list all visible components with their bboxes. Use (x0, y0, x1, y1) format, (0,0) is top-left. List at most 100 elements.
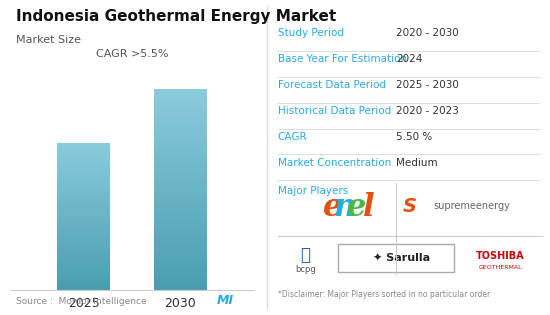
Text: ✦ Sarulla: ✦ Sarulla (373, 253, 431, 263)
Text: bcpg: bcpg (295, 265, 316, 274)
Text: MI: MI (217, 294, 234, 307)
Bar (57, 154, 110, 157)
Bar (57, 190, 110, 192)
Text: Historical Data Period: Historical Data Period (278, 106, 391, 116)
Text: GEOTHERMAL: GEOTHERMAL (478, 265, 522, 270)
Bar (57, 222, 110, 225)
Bar (154, 157, 207, 161)
Text: Study Period: Study Period (278, 28, 344, 38)
Bar (57, 225, 110, 228)
Text: 2025 - 2030: 2025 - 2030 (396, 80, 459, 90)
Text: Forecast Data Period: Forecast Data Period (278, 80, 386, 90)
Bar (57, 192, 110, 196)
Bar (154, 234, 207, 238)
Bar (57, 272, 110, 275)
Bar (57, 257, 110, 260)
Bar (154, 141, 207, 145)
Bar (57, 246, 110, 249)
Bar (154, 93, 207, 97)
Bar (57, 178, 110, 181)
Bar (154, 101, 207, 105)
Bar (57, 152, 110, 154)
Bar (154, 125, 207, 129)
Bar (154, 282, 207, 286)
Bar (154, 214, 207, 217)
Bar (57, 196, 110, 198)
Bar (57, 142, 110, 146)
Bar (57, 266, 110, 269)
Text: Market Concentration: Market Concentration (278, 158, 391, 168)
Bar (57, 249, 110, 251)
Bar (57, 181, 110, 184)
Bar (154, 165, 207, 169)
Bar (57, 275, 110, 278)
Bar (57, 163, 110, 166)
Bar (57, 237, 110, 240)
Text: 2020 - 2023: 2020 - 2023 (396, 106, 459, 116)
Bar (154, 262, 207, 266)
FancyBboxPatch shape (338, 244, 454, 272)
Bar (57, 287, 110, 290)
Bar (154, 193, 207, 198)
Bar (154, 177, 207, 181)
Bar (154, 202, 207, 205)
Bar (154, 242, 207, 246)
Bar (57, 187, 110, 190)
Bar (154, 173, 207, 177)
Bar (154, 278, 207, 282)
Text: 2024: 2024 (396, 54, 422, 64)
Bar (57, 175, 110, 178)
Text: Base Year For Estimation: Base Year For Estimation (278, 54, 407, 64)
Bar (57, 231, 110, 234)
Bar (57, 263, 110, 266)
Bar (154, 270, 207, 274)
Bar (154, 117, 207, 121)
Bar (154, 246, 207, 249)
Bar (57, 172, 110, 175)
Bar (154, 149, 207, 153)
Bar (57, 240, 110, 243)
Bar (57, 213, 110, 216)
Bar (57, 219, 110, 222)
Bar (57, 166, 110, 169)
Bar (57, 251, 110, 255)
Bar (57, 228, 110, 231)
Text: Indonesia Geothermal Energy Market: Indonesia Geothermal Energy Market (16, 9, 337, 25)
Bar (154, 109, 207, 113)
Bar (154, 153, 207, 157)
Text: Market Size: Market Size (16, 35, 81, 45)
Text: 2020 - 2030: 2020 - 2030 (396, 28, 459, 38)
Bar (154, 249, 207, 254)
Bar (154, 226, 207, 230)
Bar (57, 146, 110, 148)
Bar (154, 258, 207, 262)
Bar (154, 238, 207, 242)
Bar (154, 205, 207, 209)
Bar (57, 260, 110, 263)
Bar (57, 184, 110, 187)
Bar (154, 274, 207, 278)
Bar (154, 137, 207, 141)
Bar (154, 181, 207, 185)
Bar (57, 278, 110, 281)
Text: S: S (403, 197, 417, 216)
Text: CAGR: CAGR (278, 132, 307, 142)
Bar (57, 204, 110, 207)
Bar (154, 105, 207, 109)
Bar (57, 281, 110, 284)
Bar (57, 157, 110, 160)
Bar (57, 210, 110, 213)
Bar (154, 89, 207, 93)
Bar (154, 129, 207, 133)
Bar (154, 198, 207, 202)
Text: e: e (347, 192, 366, 223)
Bar (57, 160, 110, 163)
Text: *Disclaimer: Major Players sorted in no particular order: *Disclaimer: Major Players sorted in no … (278, 290, 490, 299)
Text: n: n (333, 192, 356, 223)
Bar (57, 169, 110, 172)
Bar (154, 145, 207, 149)
Bar (154, 217, 207, 221)
Text: Major Players: Major Players (278, 186, 348, 197)
Bar (154, 133, 207, 137)
Bar (154, 254, 207, 258)
